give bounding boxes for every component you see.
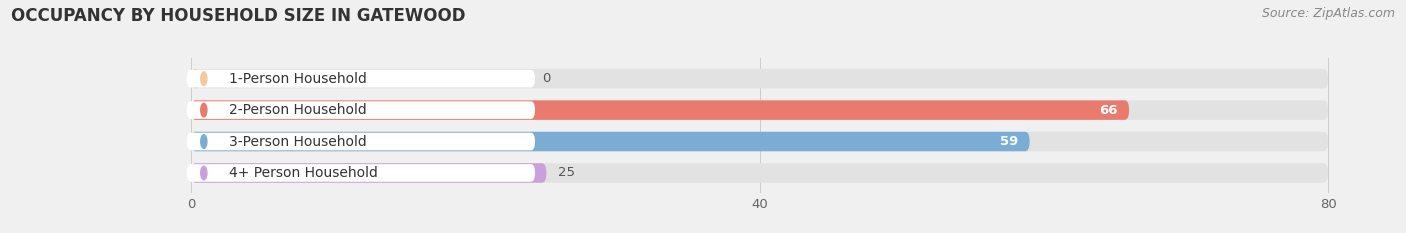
Text: 3-Person Household: 3-Person Household — [229, 134, 367, 148]
Text: 25: 25 — [558, 166, 575, 179]
FancyBboxPatch shape — [191, 132, 1329, 151]
Text: 1-Person Household: 1-Person Household — [229, 72, 367, 86]
FancyBboxPatch shape — [191, 69, 200, 88]
Circle shape — [201, 166, 207, 180]
FancyBboxPatch shape — [187, 164, 536, 182]
FancyBboxPatch shape — [191, 100, 1329, 120]
FancyBboxPatch shape — [187, 101, 536, 119]
Text: 4+ Person Household: 4+ Person Household — [229, 166, 378, 180]
FancyBboxPatch shape — [187, 133, 536, 150]
FancyBboxPatch shape — [191, 163, 1329, 183]
FancyBboxPatch shape — [191, 69, 1329, 88]
Circle shape — [201, 72, 207, 86]
FancyBboxPatch shape — [187, 70, 536, 87]
Text: 0: 0 — [543, 72, 551, 85]
Circle shape — [201, 135, 207, 148]
Circle shape — [201, 103, 207, 117]
Text: Source: ZipAtlas.com: Source: ZipAtlas.com — [1261, 7, 1395, 20]
Text: OCCUPANCY BY HOUSEHOLD SIZE IN GATEWOOD: OCCUPANCY BY HOUSEHOLD SIZE IN GATEWOOD — [11, 7, 465, 25]
FancyBboxPatch shape — [191, 163, 547, 183]
Text: 2-Person Household: 2-Person Household — [229, 103, 367, 117]
FancyBboxPatch shape — [191, 100, 1129, 120]
FancyBboxPatch shape — [191, 132, 1029, 151]
Text: 66: 66 — [1099, 104, 1118, 116]
Text: 59: 59 — [1000, 135, 1018, 148]
